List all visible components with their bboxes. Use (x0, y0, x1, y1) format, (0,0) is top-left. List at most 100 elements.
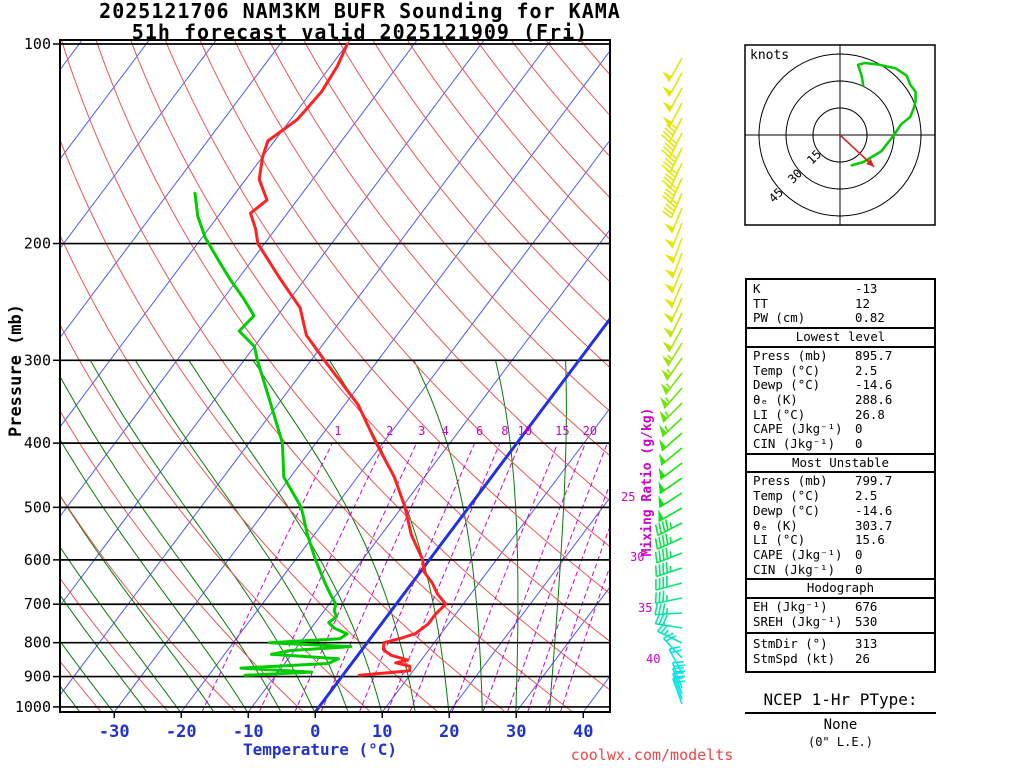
wind-barb (654, 519, 683, 537)
stat-row: θₑ (K) 303.7 (753, 517, 928, 534)
ptype-value: None (823, 717, 858, 733)
wind-barb (658, 477, 683, 495)
stat-row: CAPE (Jkg⁻¹) 0 (753, 546, 928, 563)
pressure-tick-label: 600 (24, 551, 51, 569)
stat-value: 0.82 (855, 310, 885, 326)
hodograph-ring-label: 15 (804, 147, 824, 167)
temperature-tick-label: 40 (573, 722, 593, 742)
mixing-ratio-edge-label: 40 (646, 652, 660, 666)
wind-barb (654, 533, 683, 550)
stat-value: 303.7 (855, 517, 893, 533)
temperature-tick-label: -20 (166, 722, 197, 742)
wind-barb (658, 462, 683, 480)
stat-label: CIN (Jkg⁻¹) (753, 561, 836, 577)
pressure-tick-label: 1000 (15, 698, 51, 716)
wind-barb (662, 102, 683, 128)
stat-row: LI (°C) 26.8 (753, 406, 928, 423)
stat-value: 799.7 (855, 473, 893, 489)
chart-subtitle: 51h forecast valid 2025121909 (Fri) (131, 20, 589, 44)
stat-row: CIN (Jkg⁻¹) 0 (753, 436, 928, 452)
wind-barb (660, 372, 683, 395)
stat-value: -14.6 (855, 502, 893, 518)
pressure-tick-label: 400 (24, 434, 51, 452)
stat-row: LI (°C) 15.6 (753, 533, 928, 548)
stat-row: Temp (°C) 2.5 (753, 488, 928, 504)
stat-label: LI (°C) (753, 532, 806, 548)
mixing-ratio-edge-label: 35 (638, 601, 652, 615)
wind-barb (662, 327, 683, 353)
plot-border (59, 39, 611, 713)
mixing-ratio-label: 6 (476, 424, 483, 438)
wind-barb (668, 645, 683, 674)
stat-row: K -13 (753, 281, 928, 297)
stat-row: CAPE (Jkg⁻¹) 0 (753, 422, 928, 437)
storm-motion-arrowhead (865, 158, 875, 167)
stat-row: Press (mb) 895.7 (753, 347, 928, 364)
hodograph-trace (850, 61, 917, 167)
stat-label: CAPE (Jkg⁻¹) (753, 546, 843, 562)
stat-row: StmDir (°) 313 (753, 637, 928, 652)
hodograph-ring-label: 45 (766, 185, 786, 205)
ptype-note: (0" L.E.) (807, 735, 874, 749)
dewpoint-profile-line (193, 191, 353, 677)
wind-barb (654, 561, 683, 578)
stat-label: θₑ (K) (753, 517, 798, 533)
mixing-ratio-label: 2 (386, 424, 393, 438)
mixing-ratio-label: 10 (518, 424, 532, 438)
stat-label: K (753, 281, 761, 296)
stat-row: θₑ (K) 288.6 (753, 391, 928, 408)
pressure-gridlines: 100 200 300 400 500 600 700 800 900 1000 (15, 35, 610, 716)
wind-barb (664, 252, 683, 279)
stat-row: PW (cm) 0.82 (753, 311, 928, 326)
stat-label: StmDir (°) (753, 636, 828, 652)
stat-value: 26 (855, 651, 870, 667)
stats-panel: K -13 TT 12 PW (cm) 0.82 Lowest level Press (mb… (745, 278, 936, 673)
temperature-tick-label: -10 (233, 722, 264, 742)
pressure-tick-label: 100 (24, 35, 51, 53)
stat-label: Press (mb) (753, 347, 828, 363)
stat-row: SREH (Jkg⁻¹) 530 (753, 614, 928, 630)
title-block: 2025121706 NAM3KM BUFR Sounding for KAMA… (85, 1, 635, 43)
ptype-panel: NCEP 1-Hr PType: None (0" L.E.) (745, 690, 936, 749)
ptype-title: NCEP 1-Hr PType: (745, 690, 936, 714)
pressure-tick-label: 700 (24, 595, 51, 613)
wind-barb (660, 387, 683, 409)
wind-barb (659, 432, 683, 452)
stat-label: CAPE (Jkg⁻¹) (753, 421, 843, 437)
stat-label: θₑ (K) (753, 391, 798, 407)
watermark-link: coolwx.com/modelts (570, 746, 734, 764)
stat-value: 2.5 (855, 488, 878, 504)
stat-row: Temp (°C) 2.5 (753, 362, 928, 379)
wind-barb (654, 547, 683, 564)
temperature-tick-label: 0 (310, 722, 320, 742)
dry-adiabats (60, 40, 610, 712)
stats-table: K -13 TT 12 PW (cm) 0.82 Lowest level Press (mb… (747, 281, 934, 667)
stat-value: 2.5 (855, 362, 878, 378)
temperature-tick-label: 20 (439, 722, 459, 742)
wind-barb (657, 622, 683, 644)
temperature-axis-title: Temperature (°C) (242, 740, 398, 759)
stat-value: 15.6 (855, 532, 885, 548)
stat-value: 0 (855, 421, 863, 437)
stat-label: EH (Jkg⁻¹) (753, 599, 828, 615)
wind-barb (664, 267, 683, 294)
stat-label: Press (mb) (753, 473, 828, 489)
pressure-tick-label: 900 (24, 668, 51, 686)
stat-label: StmSpd (kt) (753, 651, 836, 667)
wind-barb (672, 676, 686, 705)
stats-section-header: Hodograph (747, 578, 934, 600)
temperature-tick-label: 10 (372, 722, 392, 742)
mixing-ratio-label: 1 (334, 424, 341, 438)
wind-barb (664, 207, 683, 234)
stat-value: 26.8 (855, 406, 885, 422)
wind-barb (662, 57, 683, 82)
temperature-profile-line (249, 42, 448, 677)
hodograph-ring-label: 30 (785, 166, 805, 186)
wind-barb (654, 613, 683, 629)
wind-barb (664, 237, 683, 264)
mixing-ratio-label: 20 (583, 424, 597, 438)
wind-barb (663, 297, 683, 323)
stat-label: Dewp (°C) (753, 502, 821, 518)
